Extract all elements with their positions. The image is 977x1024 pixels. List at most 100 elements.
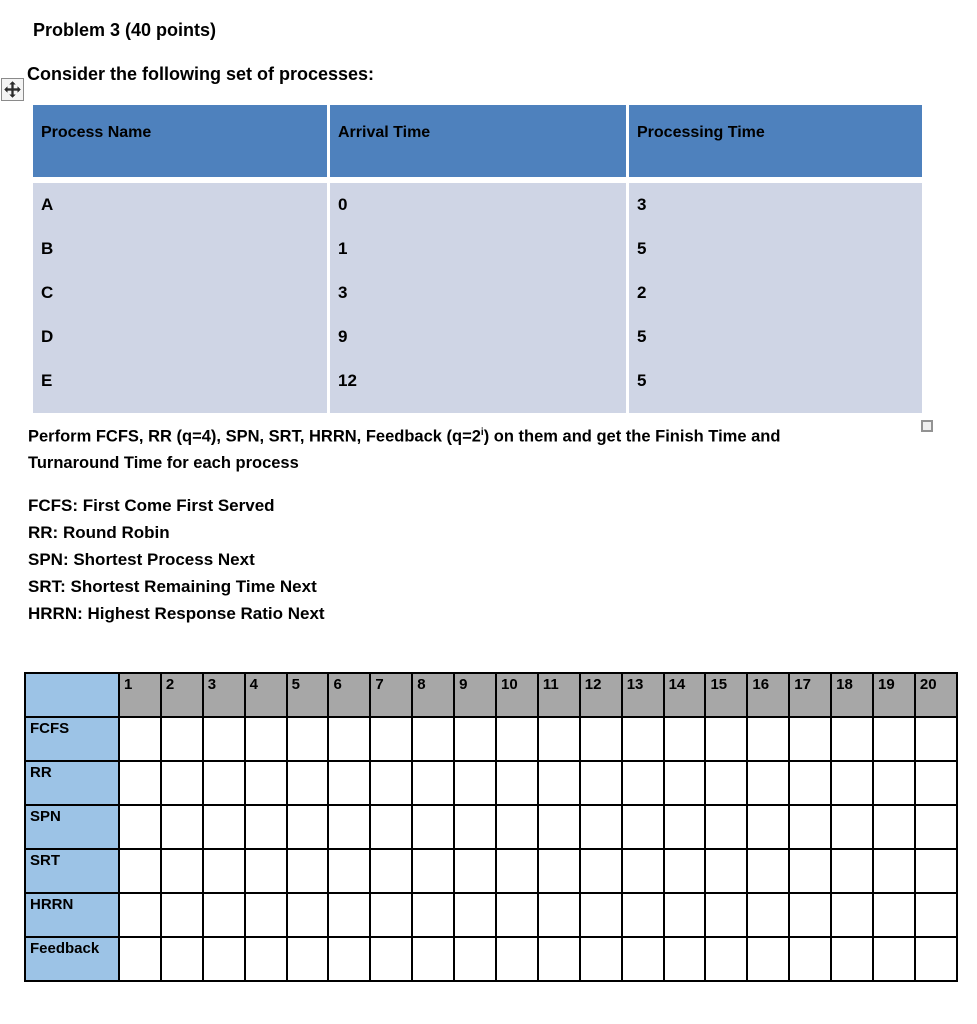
grid-cell-rr-16[interactable]: [746, 760, 791, 806]
grid-cell-rr-2[interactable]: [159, 760, 204, 806]
grid-cell-srt-19[interactable]: [872, 848, 916, 894]
grid-cell-srt-15[interactable]: [704, 848, 749, 894]
grid-cell-fcfs-18[interactable]: [830, 716, 875, 762]
grid-cell-rr-19[interactable]: [872, 760, 916, 806]
grid-cell-hrrn-2[interactable]: [159, 892, 204, 938]
grid-cell-rr-12[interactable]: [578, 760, 623, 806]
grid-cell-srt-11[interactable]: [536, 848, 581, 894]
grid-cell-hrrn-5[interactable]: [285, 892, 330, 938]
grid-cell-spn-4[interactable]: [243, 804, 288, 850]
grid-cell-hrrn-15[interactable]: [704, 892, 749, 938]
grid-cell-spn-17[interactable]: [788, 804, 833, 850]
grid-cell-hrrn-4[interactable]: [243, 892, 288, 938]
grid-cell-spn-10[interactable]: [495, 804, 539, 850]
grid-cell-spn-16[interactable]: [746, 804, 791, 850]
grid-cell-hrrn-10[interactable]: [495, 892, 539, 938]
grid-cell-srt-1[interactable]: [118, 848, 162, 894]
grid-cell-rr-20[interactable]: [913, 760, 959, 806]
grid-cell-fcfs-13[interactable]: [620, 716, 665, 762]
grid-cell-hrrn-19[interactable]: [872, 892, 916, 938]
grid-cell-hrrn-7[interactable]: [369, 892, 414, 938]
grid-cell-feedback-14[interactable]: [662, 936, 707, 982]
grid-cell-fcfs-5[interactable]: [285, 716, 330, 762]
grid-cell-fcfs-19[interactable]: [872, 716, 916, 762]
grid-cell-rr-6[interactable]: [327, 760, 372, 806]
grid-cell-fcfs-20[interactable]: [913, 716, 959, 762]
grid-cell-hrrn-11[interactable]: [536, 892, 581, 938]
grid-cell-srt-13[interactable]: [620, 848, 665, 894]
grid-cell-hrrn-1[interactable]: [118, 892, 162, 938]
grid-cell-feedback-6[interactable]: [327, 936, 372, 982]
grid-cell-feedback-17[interactable]: [788, 936, 833, 982]
grid-cell-srt-18[interactable]: [830, 848, 875, 894]
grid-cell-rr-5[interactable]: [285, 760, 330, 806]
grid-cell-hrrn-6[interactable]: [327, 892, 372, 938]
grid-cell-hrrn-12[interactable]: [578, 892, 623, 938]
grid-cell-fcfs-4[interactable]: [243, 716, 288, 762]
grid-cell-hrrn-3[interactable]: [201, 892, 246, 938]
grid-cell-fcfs-10[interactable]: [495, 716, 539, 762]
grid-cell-rr-15[interactable]: [704, 760, 749, 806]
grid-cell-rr-4[interactable]: [243, 760, 288, 806]
grid-cell-feedback-8[interactable]: [411, 936, 456, 982]
grid-cell-srt-10[interactable]: [495, 848, 539, 894]
grid-cell-fcfs-17[interactable]: [788, 716, 833, 762]
grid-cell-rr-7[interactable]: [369, 760, 414, 806]
grid-cell-feedback-4[interactable]: [243, 936, 288, 982]
grid-cell-fcfs-1[interactable]: [118, 716, 162, 762]
grid-cell-hrrn-16[interactable]: [746, 892, 791, 938]
grid-cell-spn-18[interactable]: [830, 804, 875, 850]
grid-cell-fcfs-6[interactable]: [327, 716, 372, 762]
grid-cell-feedback-16[interactable]: [746, 936, 791, 982]
grid-cell-hrrn-13[interactable]: [620, 892, 665, 938]
grid-cell-srt-17[interactable]: [788, 848, 833, 894]
grid-cell-fcfs-7[interactable]: [369, 716, 414, 762]
grid-cell-fcfs-16[interactable]: [746, 716, 791, 762]
grid-cell-feedback-7[interactable]: [369, 936, 414, 982]
grid-cell-srt-9[interactable]: [453, 848, 498, 894]
grid-cell-fcfs-12[interactable]: [578, 716, 623, 762]
grid-cell-hrrn-18[interactable]: [830, 892, 875, 938]
grid-cell-rr-10[interactable]: [495, 760, 539, 806]
grid-cell-spn-7[interactable]: [369, 804, 414, 850]
grid-cell-fcfs-9[interactable]: [453, 716, 498, 762]
grid-cell-spn-2[interactable]: [159, 804, 204, 850]
grid-cell-spn-20[interactable]: [913, 804, 959, 850]
grid-cell-srt-2[interactable]: [159, 848, 204, 894]
table-move-handle[interactable]: [1, 78, 24, 101]
grid-cell-srt-14[interactable]: [662, 848, 707, 894]
grid-cell-spn-5[interactable]: [285, 804, 330, 850]
grid-cell-spn-14[interactable]: [662, 804, 707, 850]
grid-cell-spn-11[interactable]: [536, 804, 581, 850]
grid-cell-feedback-11[interactable]: [536, 936, 581, 982]
grid-cell-fcfs-15[interactable]: [704, 716, 749, 762]
grid-cell-srt-4[interactable]: [243, 848, 288, 894]
grid-cell-fcfs-2[interactable]: [159, 716, 204, 762]
grid-cell-fcfs-11[interactable]: [536, 716, 581, 762]
grid-cell-srt-3[interactable]: [201, 848, 246, 894]
grid-cell-hrrn-20[interactable]: [913, 892, 959, 938]
grid-cell-feedback-5[interactable]: [285, 936, 330, 982]
grid-cell-fcfs-3[interactable]: [201, 716, 246, 762]
grid-cell-fcfs-8[interactable]: [411, 716, 456, 762]
grid-cell-srt-5[interactable]: [285, 848, 330, 894]
grid-cell-rr-1[interactable]: [118, 760, 162, 806]
grid-cell-srt-12[interactable]: [578, 848, 623, 894]
grid-cell-srt-16[interactable]: [746, 848, 791, 894]
grid-cell-rr-14[interactable]: [662, 760, 707, 806]
grid-cell-spn-9[interactable]: [453, 804, 498, 850]
grid-cell-feedback-1[interactable]: [118, 936, 162, 982]
grid-cell-feedback-19[interactable]: [872, 936, 916, 982]
grid-cell-feedback-15[interactable]: [704, 936, 749, 982]
grid-cell-spn-6[interactable]: [327, 804, 372, 850]
grid-cell-rr-18[interactable]: [830, 760, 875, 806]
grid-cell-spn-12[interactable]: [578, 804, 623, 850]
grid-cell-rr-11[interactable]: [536, 760, 581, 806]
grid-cell-hrrn-14[interactable]: [662, 892, 707, 938]
grid-cell-rr-9[interactable]: [453, 760, 498, 806]
grid-cell-feedback-13[interactable]: [620, 936, 665, 982]
grid-cell-feedback-20[interactable]: [913, 936, 959, 982]
grid-cell-srt-7[interactable]: [369, 848, 414, 894]
grid-cell-fcfs-14[interactable]: [662, 716, 707, 762]
grid-cell-srt-20[interactable]: [913, 848, 959, 894]
